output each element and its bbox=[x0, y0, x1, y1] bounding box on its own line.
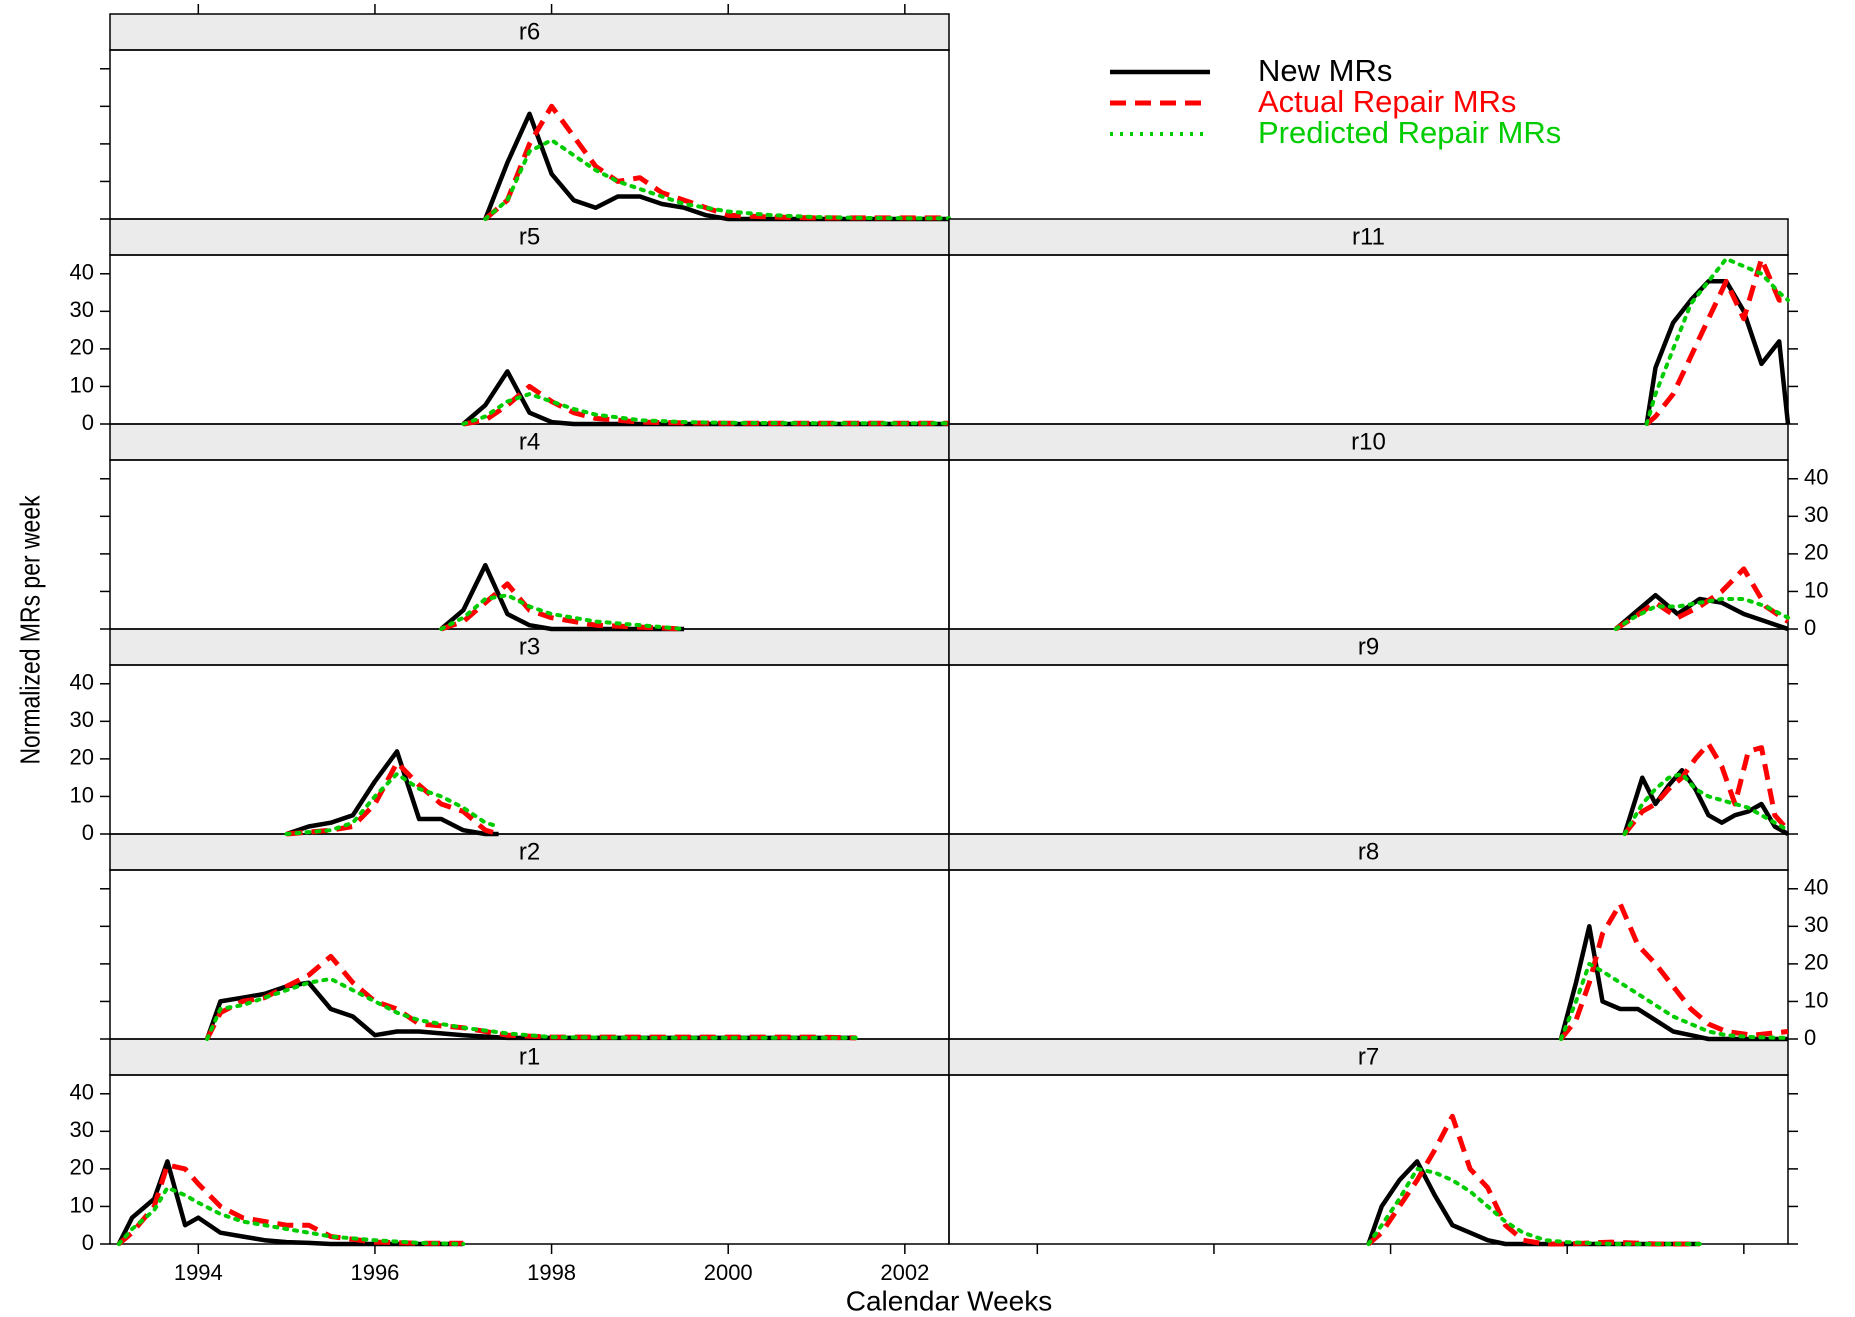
series-line bbox=[285, 749, 499, 837]
legend-label: New MRs bbox=[1258, 53, 1392, 88]
y-axis-title: Normalized MRs per week bbox=[15, 495, 46, 764]
series-line bbox=[204, 980, 857, 1041]
series-line bbox=[439, 593, 687, 631]
series-line bbox=[1559, 901, 1789, 1041]
y-tick-label: 10 bbox=[1804, 577, 1828, 602]
panel-frame bbox=[109, 49, 950, 220]
panel-title: r1 bbox=[519, 1043, 540, 1070]
y-tick-label: 30 bbox=[70, 707, 94, 732]
series-line bbox=[116, 1159, 464, 1247]
series-line bbox=[462, 383, 949, 427]
y-tick-label: 30 bbox=[1804, 912, 1828, 937]
series-line bbox=[483, 103, 949, 221]
panel-frame bbox=[109, 664, 950, 835]
legend-label: Actual Repair MRs bbox=[1258, 84, 1516, 119]
y-tick-label: 30 bbox=[1804, 502, 1828, 527]
panel-frame bbox=[109, 254, 950, 425]
series-line bbox=[1613, 597, 1790, 631]
strip bbox=[948, 628, 1789, 666]
y-tick-label: 0 bbox=[1804, 1025, 1816, 1050]
series-line bbox=[286, 760, 500, 837]
series-line bbox=[1558, 924, 1788, 1042]
panel-title: r6 bbox=[519, 18, 540, 45]
panel-title: r3 bbox=[519, 633, 540, 660]
y-tick-label: 10 bbox=[70, 372, 94, 397]
y-tick-label: 20 bbox=[70, 1155, 94, 1180]
x-tick-label: 2000 bbox=[704, 1260, 753, 1285]
series-line bbox=[1622, 767, 1790, 836]
strip bbox=[948, 218, 1789, 256]
strip bbox=[109, 13, 950, 51]
series-line bbox=[204, 953, 857, 1041]
panel-title: r11 bbox=[1352, 223, 1385, 250]
series-line bbox=[1614, 592, 1789, 632]
series-line bbox=[116, 1185, 466, 1246]
series-line bbox=[117, 1162, 464, 1246]
x-axis-title: Calendar Weeks bbox=[846, 1285, 1052, 1316]
series-line bbox=[439, 562, 685, 632]
panel-title: r4 bbox=[519, 428, 540, 455]
panel-title: r9 bbox=[1358, 633, 1379, 660]
strip bbox=[948, 833, 1789, 871]
series-line bbox=[1622, 741, 1790, 836]
strip bbox=[109, 1038, 950, 1076]
series-line bbox=[284, 771, 501, 836]
series-line bbox=[483, 138, 951, 221]
series-line bbox=[440, 581, 685, 632]
series-line bbox=[1645, 256, 1788, 426]
panel-frame bbox=[948, 459, 1789, 630]
series-line bbox=[1559, 961, 1790, 1041]
y-tick-label: 30 bbox=[70, 297, 94, 322]
panel-title: r2 bbox=[519, 838, 540, 865]
y-tick-label: 20 bbox=[1804, 950, 1828, 975]
y-tick-label: 20 bbox=[70, 745, 94, 770]
series-line bbox=[1644, 279, 1791, 425]
series-line bbox=[483, 111, 949, 222]
x-tick-label: 2002 bbox=[880, 1260, 929, 1285]
panel-frame bbox=[948, 1074, 1789, 1245]
panel-title: r7 bbox=[1358, 1043, 1379, 1070]
y-tick-label: 10 bbox=[1804, 987, 1828, 1012]
y-tick-label: 10 bbox=[70, 782, 94, 807]
strip bbox=[109, 628, 950, 666]
panel-title: r5 bbox=[519, 223, 540, 250]
panel-frame bbox=[109, 869, 950, 1040]
y-tick-label: 40 bbox=[1804, 875, 1828, 900]
series-line bbox=[1622, 771, 1790, 836]
y-tick-label: 0 bbox=[82, 1230, 94, 1255]
panel-title: r10 bbox=[1351, 428, 1386, 455]
legend-label: Predicted Repair MRs bbox=[1258, 115, 1561, 150]
x-tick-label: 1998 bbox=[527, 1260, 576, 1285]
series-line bbox=[1366, 1166, 1702, 1246]
y-tick-label: 40 bbox=[70, 670, 94, 695]
panel-frame bbox=[948, 254, 1789, 425]
series-line bbox=[205, 976, 859, 1041]
y-tick-label: 0 bbox=[82, 820, 94, 845]
x-tick-label: 1994 bbox=[174, 1260, 223, 1285]
strip bbox=[109, 423, 950, 461]
y-tick-label: 10 bbox=[70, 1192, 94, 1217]
panel-title: r8 bbox=[1358, 838, 1379, 865]
y-tick-label: 40 bbox=[70, 1080, 94, 1105]
panel-frame bbox=[948, 869, 1789, 1040]
strip bbox=[948, 423, 1789, 461]
y-tick-label: 0 bbox=[1804, 615, 1816, 640]
series-line bbox=[1644, 256, 1790, 426]
series-line bbox=[1366, 1113, 1700, 1247]
y-tick-label: 20 bbox=[1804, 540, 1828, 565]
y-tick-label: 40 bbox=[70, 260, 94, 285]
y-tick-label: 40 bbox=[1804, 465, 1828, 490]
y-tick-label: 0 bbox=[82, 410, 94, 435]
panel-frame bbox=[109, 459, 950, 630]
y-tick-label: 20 bbox=[70, 335, 94, 360]
strip bbox=[948, 1038, 1789, 1076]
panel-frame bbox=[948, 664, 1789, 835]
x-tick-label: 1996 bbox=[350, 1260, 399, 1285]
y-tick-label: 30 bbox=[70, 1117, 94, 1142]
series-line bbox=[461, 392, 951, 426]
